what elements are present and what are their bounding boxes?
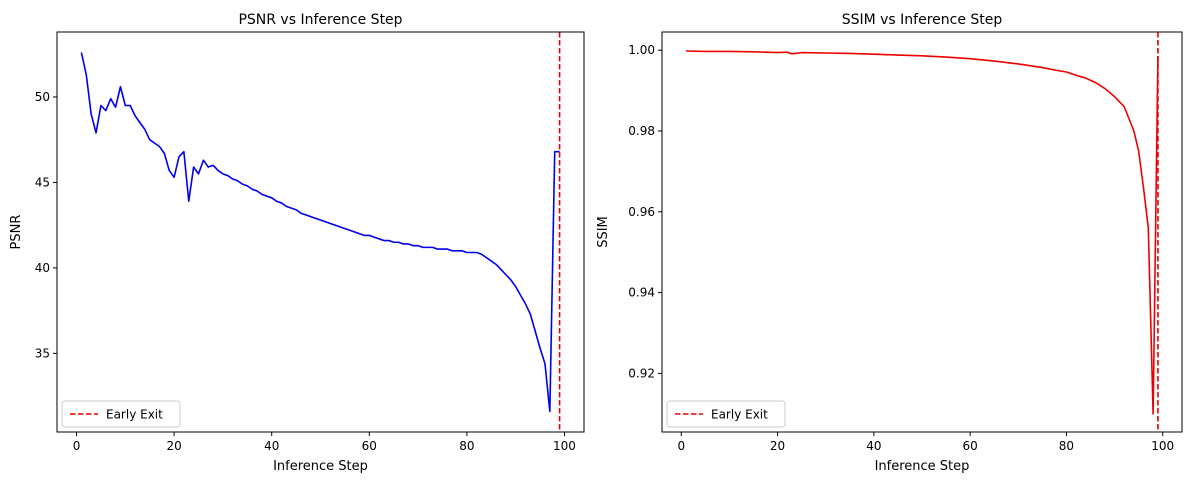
chart-1-x-tick-label: 40: [264, 439, 279, 453]
chart-2-y-tick-label: 1.00: [628, 43, 655, 57]
chart-1-x-tick-label: 20: [166, 439, 181, 453]
chart-2-x-tick-label: 80: [1059, 439, 1074, 453]
chart-2-x-axis-label: Inference Step: [875, 459, 970, 474]
chart-2-axes-frame: [661, 31, 1183, 433]
chart-2-x-tick-label: 60: [963, 439, 978, 453]
chart-1-x-tick-label: 0: [73, 439, 81, 453]
chart-1-y-tick-label: 40: [35, 261, 50, 275]
chart-1-series-line: [80, 52, 560, 413]
chart-1-y-tick-label: 35: [35, 346, 50, 360]
chart-2-panel: SSIM vs Inference Step 0 20 40 60 80 100 0.92 0.…: [596, 12, 1183, 474]
chart-1-legend: Early Exit: [61, 400, 181, 428]
chart-1-title: PSNR vs Inference Step: [238, 12, 402, 28]
chart-1-panel: PSNR vs Inference Step 0 20 40 60 80 100 35 40 45…: [9, 12, 585, 474]
chart-2-y-tick-label: 0.94: [628, 286, 655, 300]
chart-1-x-axis-label: Inference Step: [273, 459, 368, 474]
chart-2-x-tick-label: 0: [677, 439, 685, 453]
chart-1-x-tick-label: 60: [362, 439, 377, 453]
chart-2-series-line: [686, 50, 1159, 415]
chart-1-y-tick-label: 50: [35, 90, 50, 104]
chart-1-x-tick-label: 100: [553, 439, 576, 453]
chart-2-y-tick-label: 0.92: [628, 366, 655, 380]
chart-2-legend: Early Exit: [666, 400, 786, 428]
chart-2-title: SSIM vs Inference Step: [842, 12, 1003, 28]
chart-1-x-tick-label: 80: [459, 439, 474, 453]
chart-1-y-axis-label: PSNR: [9, 215, 24, 250]
chart-1-plot-area: [80, 32, 561, 432]
chart-2-x-tick-label: 100: [1151, 439, 1174, 453]
chart-2-x-tick-label: 40: [866, 439, 881, 453]
chart-1-legend-label: Early Exit: [106, 408, 163, 422]
chart-2-legend-box: [666, 400, 786, 428]
chart-2-y-tick-label: 0.96: [628, 205, 655, 219]
chart-2-legend-label: Early Exit: [711, 408, 768, 422]
chart-1-y-tick-label: 45: [35, 175, 50, 189]
chart-1-axes-frame: [56, 31, 585, 433]
chart-2-x-tick-label: 20: [770, 439, 785, 453]
chart-1-legend-box: [61, 400, 181, 428]
chart-2-y-tick-label: 0.98: [628, 124, 655, 138]
chart-2-plot-area: [686, 32, 1159, 432]
chart-2-y-axis-label: SSIM: [596, 216, 611, 248]
